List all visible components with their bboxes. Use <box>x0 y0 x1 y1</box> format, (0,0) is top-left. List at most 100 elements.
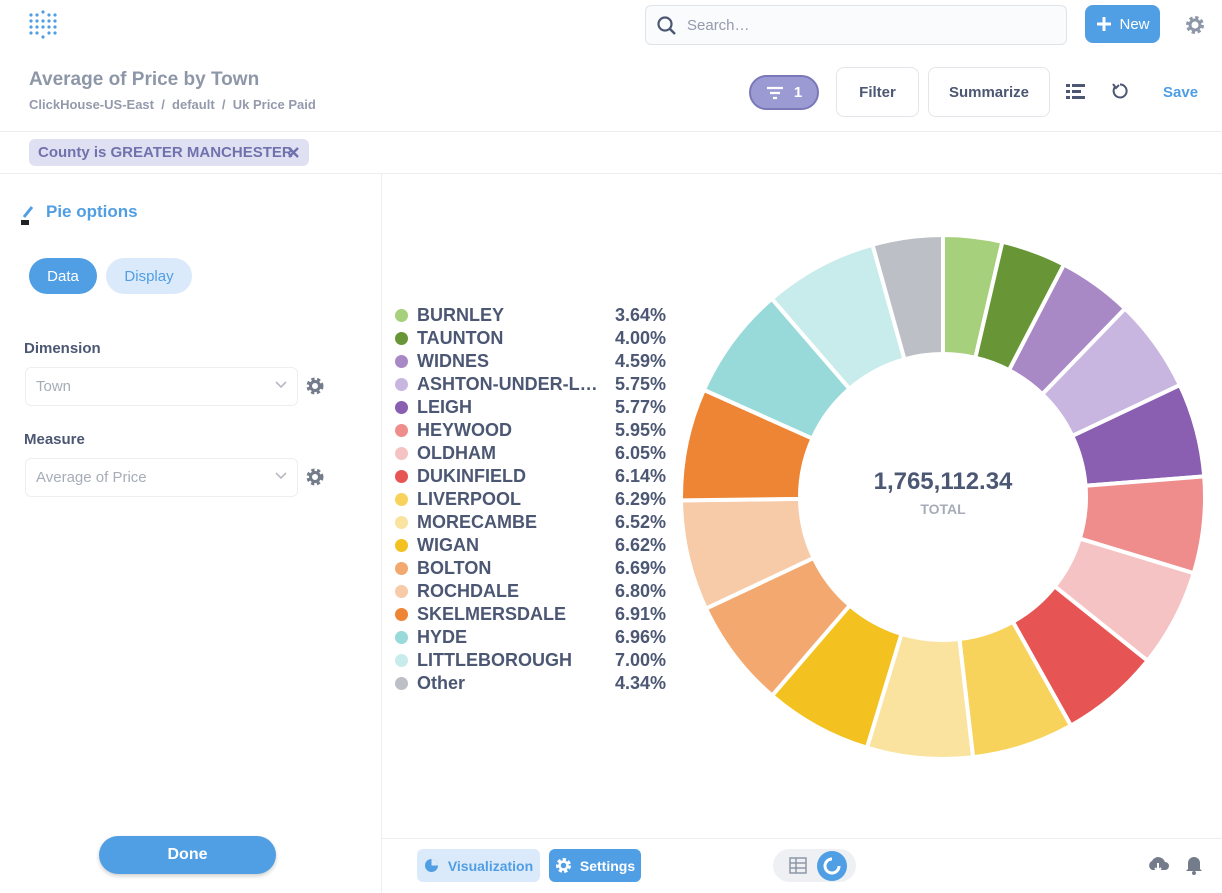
download-icon[interactable] <box>1146 854 1170 876</box>
legend-dot <box>395 332 408 345</box>
legend-dot <box>395 309 408 322</box>
legend-value: 6.91% <box>614 604 666 624</box>
legend-label: MORECAMBE <box>417 512 537 532</box>
filter-count-pill[interactable]: 1 <box>749 75 819 110</box>
save-button[interactable]: Save <box>1163 84 1199 101</box>
plus-icon <box>1097 17 1112 31</box>
summarize-button[interactable]: Summarize <box>928 67 1050 117</box>
legend-label: TAUNTON <box>417 328 504 348</box>
settings-button[interactable]: Settings <box>549 849 641 882</box>
legend-value: 7.00% <box>614 650 666 670</box>
legend-value: 6.69% <box>614 558 666 578</box>
filter-pill[interactable]: County is GREATER MANCHESTER <box>29 139 309 166</box>
legend-value: 6.62% <box>614 535 666 555</box>
dimension-label: Dimension <box>24 340 101 357</box>
pencil-icon <box>21 206 34 225</box>
total-caption: TOTAL <box>920 501 966 517</box>
pie-chart: 1,765,112.34 TOTAL <box>678 232 1207 761</box>
legend-dot <box>395 378 408 391</box>
legend-dot <box>395 355 408 368</box>
legend-dot <box>395 677 408 690</box>
legend-value: 5.75% <box>614 374 666 394</box>
chevron <box>275 381 287 389</box>
legend-label: LEIGH <box>417 397 473 417</box>
divider <box>382 838 1222 839</box>
legend-dot <box>395 585 408 598</box>
legend-label: Other <box>417 673 466 693</box>
settings-label: Settings <box>579 857 636 874</box>
done-button[interactable]: Done <box>99 836 276 874</box>
dimension-select[interactable]: Town <box>25 367 298 406</box>
filter-button[interactable]: Filter <box>836 67 919 117</box>
breadcrumb[interactable]: default <box>172 97 215 112</box>
legend-dot <box>395 401 408 414</box>
pie-slice <box>869 232 945 362</box>
legend-dot <box>395 516 408 529</box>
dimension-value: Town <box>36 378 72 395</box>
chevron <box>275 472 287 480</box>
measure-select[interactable]: Average of Price <box>25 458 298 497</box>
tab-data[interactable]: Data <box>29 258 97 294</box>
legend-dot <box>395 447 408 460</box>
breadcrumb[interactable]: Uk Price Paid <box>232 97 316 112</box>
legend: BURNLEY 3.64% TAUNTON 4.00% WIDNES 4.59% ASHTO… <box>382 174 682 838</box>
refresh-icon[interactable] <box>1111 82 1129 100</box>
legend-label: ROCHDALE <box>417 581 519 601</box>
legend-dot <box>395 493 408 506</box>
legend-value: 5.77% <box>614 397 666 417</box>
gear-icon[interactable] <box>305 376 325 396</box>
logo[interactable] <box>28 10 58 40</box>
breadcrumbs: ClickHouse-US-East / default / Uk Price … <box>29 97 316 112</box>
settings-gear[interactable] <box>1184 14 1206 36</box>
new-button[interactable]: New <box>1085 5 1160 43</box>
legend-label: OLDHAM <box>417 443 496 463</box>
tab-display[interactable]: Display <box>106 258 192 294</box>
visualization-button[interactable]: Visualization <box>417 849 540 882</box>
gear-icon[interactable] <box>305 467 325 487</box>
legend-label: WIGAN <box>417 535 479 555</box>
legend-value: 6.14% <box>614 466 666 486</box>
legend-label: BOLTON <box>417 558 492 578</box>
breadcrumb[interactable]: ClickHouse-US-East <box>29 97 154 112</box>
filter-pill-label: County is GREATER MANCHESTER <box>38 144 293 161</box>
filter-count: 1 <box>793 84 803 101</box>
legend-dot <box>395 539 408 552</box>
legend-value: 4.59% <box>614 351 666 371</box>
legend-value: 4.00% <box>614 328 666 348</box>
chart-toggle[interactable] <box>816 850 848 882</box>
legend-value: 6.96% <box>614 627 666 647</box>
sidebar: Pie options Data Display Dimension Town … <box>0 174 382 893</box>
sidebar-title[interactable]: Pie options <box>46 202 138 221</box>
remove-icon[interactable] <box>288 147 299 158</box>
bell-icon[interactable] <box>1185 855 1203 875</box>
legend-label: HYDE <box>417 627 468 647</box>
legend-value: 6.05% <box>614 443 666 463</box>
legend-label: HEYWOOD <box>417 420 513 440</box>
gear-icon <box>555 858 571 873</box>
legend-dot <box>395 654 408 667</box>
list-icon[interactable] <box>1066 83 1086 101</box>
legend-label: LIVERPOOL <box>417 489 522 509</box>
new-label: New <box>1119 15 1150 33</box>
filter-icon <box>766 86 783 99</box>
legend-value: 6.29% <box>614 489 666 509</box>
table-icon[interactable] <box>789 857 807 874</box>
pie-icon <box>424 859 438 872</box>
divider <box>0 131 1222 132</box>
legend-label: BURNLEY <box>417 305 505 325</box>
legend-dot <box>395 470 408 483</box>
legend-label: LITTLEBOROUGH <box>417 650 572 670</box>
legend-label: WIDNES <box>417 351 489 371</box>
search-box[interactable]: Search… <box>645 5 1067 45</box>
legend-label: ASHTON-UNDER-L… <box>417 374 598 394</box>
legend-value: 6.80% <box>614 581 666 601</box>
legend-value: 4.34% <box>614 673 666 693</box>
legend-value: 6.52% <box>614 512 666 532</box>
total-value: 1,765,112.34 <box>874 468 1013 495</box>
measure-value: Average of Price <box>36 469 147 486</box>
visualization-label: Visualization <box>447 857 534 874</box>
legend-value: 3.64% <box>614 305 666 325</box>
question-title[interactable]: Average of Price by Town <box>29 69 260 90</box>
legend-value: 5.95% <box>614 420 666 440</box>
